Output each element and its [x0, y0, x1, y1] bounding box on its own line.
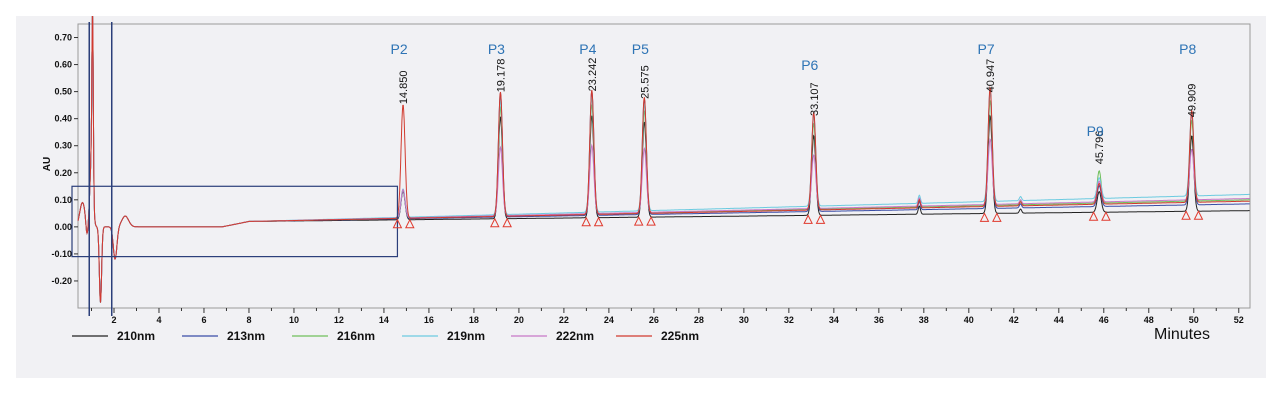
x-tick-label: 36 [874, 315, 884, 325]
legend-label: 219nm [447, 329, 485, 343]
x-tick-label: 44 [1054, 315, 1064, 325]
peak-name-label: P6 [801, 57, 818, 73]
y-tick-label: 0.30 [54, 141, 72, 151]
legend-label: 213nm [227, 329, 265, 343]
x-tick-label: 52 [1234, 315, 1244, 325]
x-tick-label: 2 [111, 315, 116, 325]
x-tick-label: 24 [604, 315, 614, 325]
x-tick-label: 50 [1189, 315, 1199, 325]
x-tick-label: 6 [201, 315, 206, 325]
integration-marker [593, 216, 604, 227]
integration-marker [992, 212, 1002, 222]
integration-marker [646, 216, 656, 226]
peak-rt-label: 23.242 [587, 58, 599, 92]
peak-name-label: P8 [1179, 41, 1196, 57]
peak-rt-label: 25.575 [639, 65, 651, 99]
integration-marker [979, 212, 990, 222]
x-tick-label: 28 [694, 315, 704, 325]
x-tick-label: 4 [156, 315, 161, 325]
legend-label: 216nm [337, 329, 375, 343]
peak-name-label: P4 [579, 41, 596, 57]
axes: -0.20 -0.10 0.00 0.10 0.20 0.30 0.40 0.50 0.60 0.… [51, 33, 1243, 325]
x-tick-label: 12 [334, 315, 344, 325]
x-tick-label: 42 [1009, 315, 1019, 325]
peak-rt-label: 49.909 [1187, 84, 1199, 118]
integration-marker [1193, 210, 1204, 220]
integration-marker [1101, 211, 1111, 221]
peak-name-label: P7 [978, 41, 995, 57]
integration-marker [1181, 210, 1191, 220]
peak-name-label: P9 [1087, 123, 1104, 139]
peak-rt-label: 14.850 [398, 71, 410, 105]
legend-label: 210nm [117, 329, 155, 343]
plot-area [77, 23, 1251, 309]
peak-name-label: P5 [632, 41, 649, 57]
peak-rt-label: 19.178 [495, 59, 507, 93]
x-tick-label: 20 [514, 315, 524, 325]
integration-marker [392, 218, 403, 229]
legend: 210nm 213nm 216nm 219nm 222nm 225nm [72, 329, 699, 343]
x-tick-label: 26 [649, 315, 659, 325]
integration-marker [404, 218, 415, 229]
x-tick-label: 32 [784, 315, 794, 325]
chart-frame: -0.20 -0.10 0.00 0.10 0.20 0.30 0.40 0.50 0.60 0.… [16, 16, 1266, 378]
integration-marker [633, 216, 644, 226]
x-tick-label: 46 [1099, 315, 1109, 325]
y-tick-label: 0.00 [54, 222, 72, 232]
x-tick-label: 10 [289, 315, 299, 325]
peak-name-label: P2 [390, 41, 407, 57]
x-tick-label: 34 [829, 315, 839, 325]
integration-marker [815, 214, 826, 224]
y-tick-label: 0.70 [54, 33, 72, 43]
x-tick-label: 40 [964, 315, 974, 325]
integration-marker [489, 217, 500, 228]
integration-marker [803, 214, 813, 224]
peak-name-label: P3 [488, 41, 505, 57]
peak-rt-label: 40.947 [985, 59, 997, 93]
y-tick-label: -0.20 [51, 276, 72, 286]
x-tick-label: 38 [919, 315, 929, 325]
integration-marker [1088, 211, 1099, 221]
integration-marker [502, 217, 512, 228]
legend-label: 225nm [661, 329, 699, 343]
x-tick-label: 8 [246, 315, 251, 325]
x-tick-label: 48 [1144, 315, 1154, 325]
x-tick-label: 16 [424, 315, 434, 325]
peak-rt-label: 33.107 [809, 82, 821, 116]
y-tick-label: 0.60 [54, 60, 72, 70]
y-tick-label: 0.40 [54, 114, 72, 124]
y-tick-label: 0.50 [54, 87, 72, 97]
x-tick-label: 22 [559, 315, 569, 325]
x-tick-label: 18 [469, 315, 479, 325]
highlight-box [71, 185, 399, 258]
traces [77, 16, 1250, 303]
y-axis-label: AU [42, 157, 53, 171]
y-tick-label: 0.20 [54, 168, 72, 178]
legend-label: 222nm [556, 329, 594, 343]
overlays [71, 22, 1204, 316]
x-tick-label: 30 [739, 315, 749, 325]
x-axis-label: Minutes [1154, 326, 1210, 343]
chromatogram-chart: -0.20 -0.10 0.00 0.10 0.20 0.30 0.40 0.50 0.60 0.… [42, 16, 1251, 343]
y-tick-label: -0.10 [51, 249, 72, 259]
x-tick-label: 14 [379, 315, 389, 325]
y-tick-label: 0.10 [54, 195, 72, 205]
peak-rt-label: 45.796 [1094, 131, 1106, 165]
trace-225nm [77, 16, 1250, 303]
integration-marker [581, 216, 592, 227]
